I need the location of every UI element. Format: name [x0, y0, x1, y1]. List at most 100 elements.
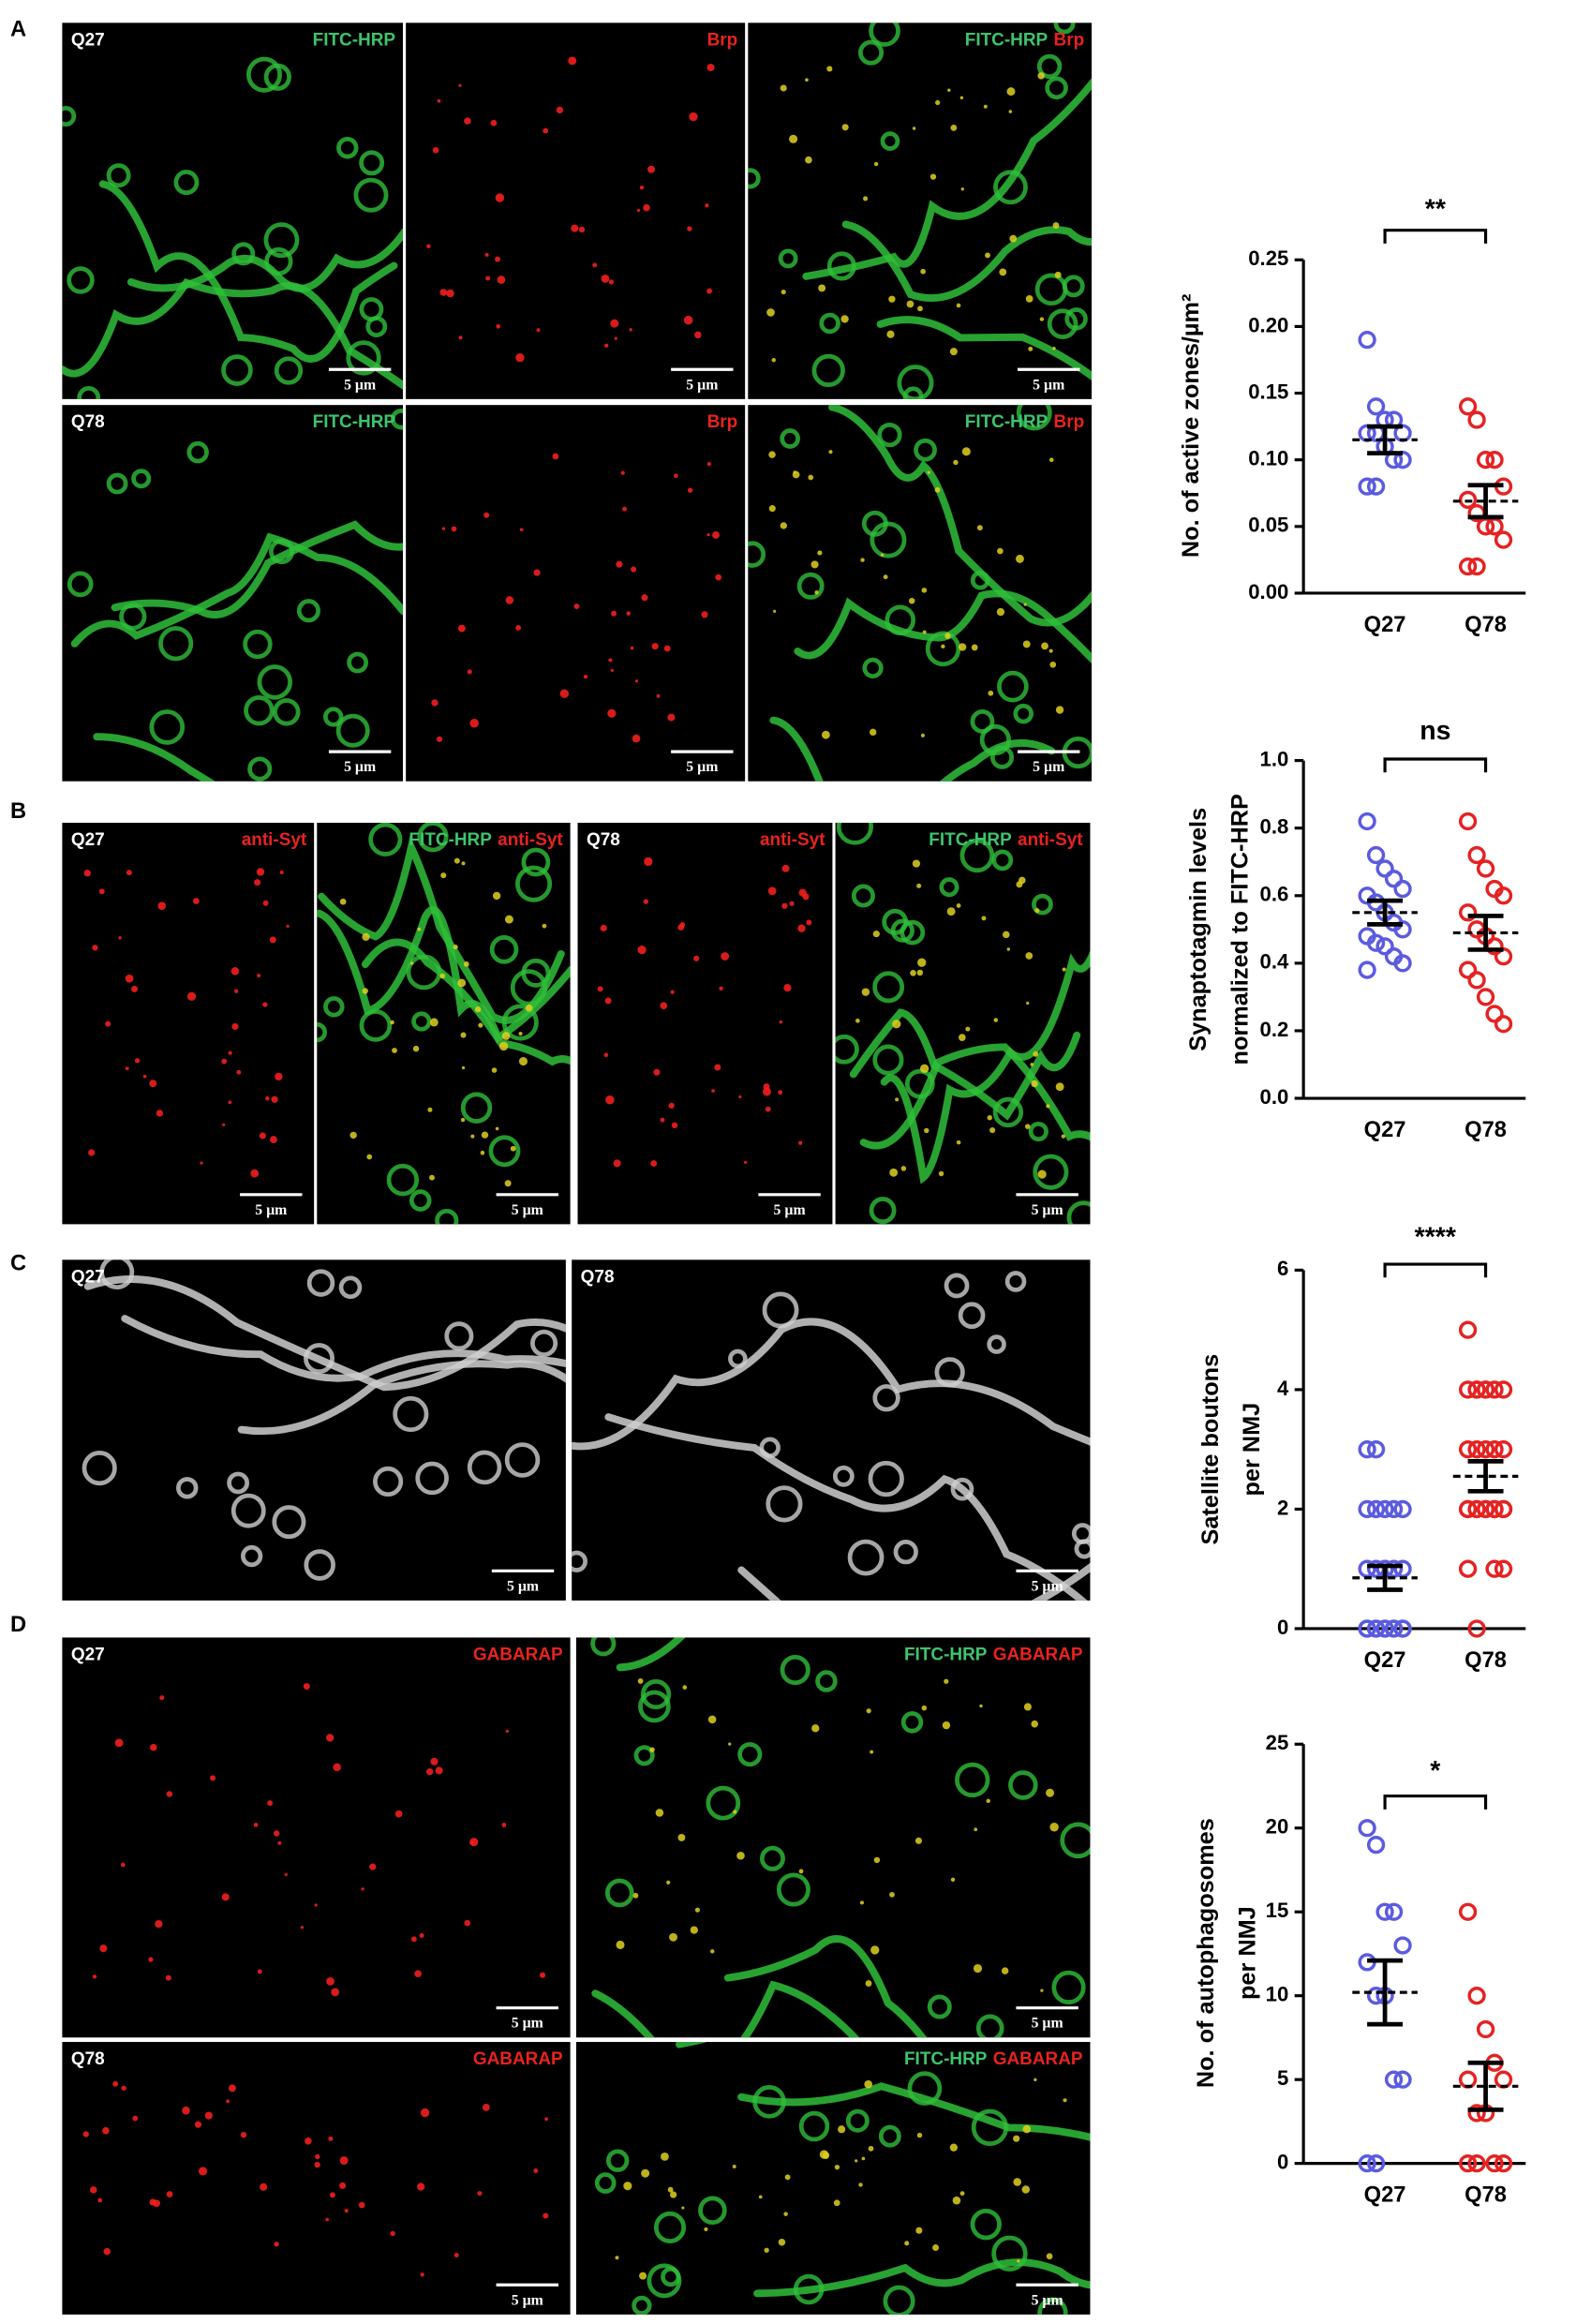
- data-point: [1384, 2070, 1404, 2089]
- puncta: [539, 1972, 546, 1978]
- puncta: [608, 279, 615, 285]
- micrograph: FITC-HRP anti-Syt 5 µm: [835, 822, 1091, 1225]
- puncta: [1040, 1989, 1044, 1992]
- puncta: [766, 308, 775, 317]
- puncta: [916, 883, 922, 888]
- puncta: [155, 1919, 163, 1929]
- puncta: [439, 973, 445, 979]
- data-point: [1485, 1440, 1504, 1459]
- puncta: [275, 1072, 283, 1081]
- puncta: [105, 1020, 112, 1027]
- y-tick-label: 2: [1277, 1496, 1288, 1519]
- bouton: [633, 1745, 655, 1766]
- puncta: [1013, 2178, 1022, 2186]
- puncta: [666, 1880, 671, 1885]
- puncta: [987, 1114, 992, 1121]
- panel-letter: B: [10, 799, 26, 824]
- puncta: [971, 644, 978, 651]
- puncta: [623, 2182, 632, 2191]
- puncta: [605, 1095, 615, 1105]
- bouton: [997, 670, 1029, 703]
- bouton: [851, 884, 875, 908]
- bouton: [359, 1009, 393, 1042]
- puncta: [149, 1080, 157, 1088]
- data-point: [1458, 397, 1478, 416]
- bouton: [939, 877, 959, 898]
- bouton: [993, 170, 1028, 205]
- puncta: [274, 2242, 279, 2247]
- bouton: [409, 1189, 432, 1212]
- bouton: [975, 2014, 1004, 2038]
- sample-label: Q78: [581, 1267, 615, 1287]
- puncta: [736, 1851, 745, 1860]
- x-tick-label: Q78: [1464, 1648, 1507, 1673]
- dot-plot: 0.0 0.2 0.4 0.6 0.8 1.0 Synaptotagmin levels no…: [1185, 716, 1526, 1142]
- micrograph: Brp 5 µm: [406, 22, 746, 399]
- significance-bracket: [1383, 757, 1488, 773]
- y-tick-label: 4: [1277, 1377, 1289, 1400]
- puncta: [510, 1145, 516, 1152]
- puncta: [339, 2156, 349, 2166]
- channel-label: Brp: [707, 30, 738, 50]
- data-point: [1375, 859, 1394, 878]
- bouton: [173, 170, 200, 196]
- bouton: [728, 1348, 748, 1369]
- puncta: [889, 1891, 895, 1898]
- bouton: [77, 385, 101, 399]
- puncta: [1003, 931, 1010, 939]
- bouton: [958, 1302, 986, 1330]
- bouton: [460, 1092, 493, 1124]
- dot-plot: 0 2 4 6 Satellite boutons per NMJ Q27 Q78 ****: [1197, 1223, 1526, 1673]
- puncta: [934, 486, 941, 493]
- puncta: [82, 2131, 89, 2138]
- bouton: [780, 1654, 810, 1686]
- significance-bracket: [1383, 1262, 1488, 1278]
- data-point: [1458, 557, 1478, 576]
- puncta: [533, 569, 541, 576]
- y-tick-label: 0.0: [1260, 1085, 1289, 1109]
- scale-label: 5 µm: [512, 1202, 543, 1218]
- puncta: [409, 961, 414, 965]
- x-tick-label: Q27: [1364, 613, 1406, 637]
- puncta: [811, 1724, 820, 1733]
- puncta: [518, 1031, 523, 1036]
- image-texture: [748, 22, 1093, 399]
- puncta: [271, 1095, 278, 1103]
- puncta: [670, 2191, 677, 2198]
- data-point: [1384, 1619, 1404, 1638]
- bouton: [243, 629, 273, 660]
- bouton: [1053, 22, 1076, 35]
- data-point: [1393, 879, 1412, 899]
- bouton: [872, 1384, 900, 1412]
- puncta: [892, 1020, 901, 1029]
- puncta: [198, 2167, 208, 2176]
- bouton: [317, 1021, 328, 1043]
- bouton: [231, 242, 256, 266]
- puncta: [780, 84, 787, 92]
- puncta: [920, 733, 925, 737]
- neurite: [121, 1315, 566, 1382]
- bouton: [971, 2108, 1009, 2146]
- data-point: [1366, 2153, 1386, 2173]
- puncta: [797, 924, 806, 932]
- puncta: [417, 2182, 425, 2191]
- puncta: [485, 276, 491, 281]
- bouton: [62, 106, 77, 127]
- puncta: [817, 550, 823, 556]
- neurite: [126, 227, 403, 292]
- puncta: [326, 1734, 335, 1742]
- puncta: [92, 1974, 97, 1979]
- bouton: [762, 1291, 799, 1329]
- y-tick-label: 0.4: [1260, 950, 1289, 974]
- puncta: [1031, 1080, 1038, 1088]
- data-point: [1393, 1499, 1412, 1519]
- y-tick-label: 0.2: [1260, 1018, 1289, 1041]
- puncta: [616, 560, 623, 568]
- puncta: [860, 558, 865, 562]
- puncta: [798, 1140, 803, 1145]
- puncta: [855, 1018, 860, 1023]
- puncta: [1030, 1063, 1034, 1066]
- puncta: [949, 348, 958, 356]
- puncta: [410, 1936, 417, 1943]
- puncta: [542, 923, 547, 929]
